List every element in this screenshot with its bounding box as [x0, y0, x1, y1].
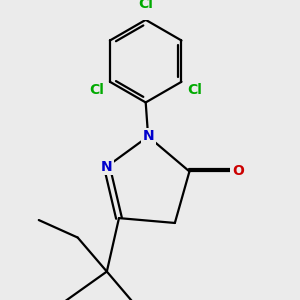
Text: N: N	[101, 160, 112, 174]
Text: Cl: Cl	[188, 82, 202, 97]
Text: Cl: Cl	[89, 82, 104, 97]
Text: N: N	[142, 130, 154, 143]
Text: Cl: Cl	[138, 0, 153, 11]
Text: O: O	[232, 164, 244, 178]
